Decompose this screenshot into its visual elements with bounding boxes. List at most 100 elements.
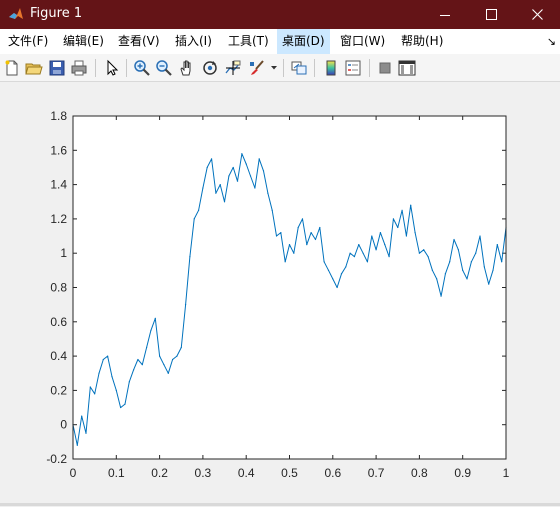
figure-toolbar xyxy=(0,54,560,82)
data-point xyxy=(284,261,286,263)
data-point xyxy=(431,269,433,271)
data-point xyxy=(202,187,204,189)
minimize-button[interactable] xyxy=(422,0,468,29)
menu-tools[interactable]: 工具(T) xyxy=(228,34,269,48)
data-point xyxy=(366,261,369,263)
insert-colorbar-icon[interactable] xyxy=(322,59,340,77)
rotate-3d-icon[interactable] xyxy=(201,59,219,77)
data-point xyxy=(297,226,299,229)
y-tick-label: 0.4 xyxy=(50,349,67,363)
minimize-icon xyxy=(440,14,450,16)
y-tick-label: 1.8 xyxy=(50,109,67,123)
menu-help[interactable]: 帮助(H) xyxy=(401,34,444,48)
data-point xyxy=(210,158,213,160)
close-button[interactable] xyxy=(514,0,560,29)
y-tick-label: 1.4 xyxy=(50,178,67,192)
data-point xyxy=(496,244,498,246)
data-cursor-icon[interactable] xyxy=(224,59,242,77)
print-icon[interactable] xyxy=(70,59,88,77)
data-point xyxy=(358,244,360,246)
edit-plot-arrow-icon[interactable] xyxy=(103,59,121,77)
data-point xyxy=(193,218,195,220)
x-tick-label: 0.9 xyxy=(454,466,471,480)
x-tick-label: 0.5 xyxy=(281,466,298,480)
menu-file[interactable]: 文件(F) xyxy=(8,34,49,48)
data-point xyxy=(362,252,364,254)
x-tick-label: 0.7 xyxy=(368,466,385,480)
data-point xyxy=(293,252,295,254)
pan-hand-icon[interactable] xyxy=(178,59,196,77)
link-plot-icon[interactable] xyxy=(290,59,308,77)
data-point xyxy=(483,266,485,268)
data-point xyxy=(501,261,503,263)
data-point xyxy=(124,403,126,405)
data-point xyxy=(319,226,321,229)
menu-edit[interactable]: 编辑(E) xyxy=(63,34,104,48)
data-point xyxy=(223,201,226,203)
data-point xyxy=(146,346,148,349)
data-point xyxy=(397,226,399,229)
chevron-down-icon[interactable] xyxy=(270,65,278,71)
data-point xyxy=(262,170,265,172)
data-point xyxy=(197,209,200,211)
data-point xyxy=(345,266,347,268)
data-point xyxy=(271,209,273,211)
data-point xyxy=(410,204,412,206)
maximize-button[interactable] xyxy=(468,0,514,29)
data-point xyxy=(353,256,356,258)
data-point xyxy=(245,163,247,165)
data-point xyxy=(219,184,221,186)
data-point xyxy=(232,166,234,169)
window-title: Figure 1 xyxy=(30,6,83,21)
menu-bar: 文件(F) 编辑(E) 查看(V) 插入(I) 工具(T) 桌面(D) 窗口(W… xyxy=(0,29,560,54)
x-tick-label: 0.3 xyxy=(195,466,212,480)
data-point xyxy=(401,209,403,211)
data-point xyxy=(115,389,117,391)
data-point xyxy=(249,175,252,177)
hide-plot-tools-icon[interactable] xyxy=(376,59,394,77)
x-tick-label: 0.1 xyxy=(108,466,125,480)
show-plot-tools-icon[interactable] xyxy=(398,59,416,77)
menu-desktop[interactable]: 桌面(D) xyxy=(277,29,330,54)
line-chart: -0.200.20.40.60.811.21.41.61.80 0.1 0.2 0.3… xyxy=(46,109,509,480)
data-point xyxy=(418,252,420,254)
menu-view[interactable]: 查看(V) xyxy=(118,34,160,48)
save-icon[interactable] xyxy=(48,59,66,77)
data-point xyxy=(340,273,343,275)
data-point xyxy=(405,235,408,237)
data-point xyxy=(258,158,260,160)
data-point xyxy=(120,406,122,409)
data-point xyxy=(436,278,438,280)
data-point xyxy=(236,180,239,182)
data-point xyxy=(336,286,338,289)
data-point xyxy=(414,232,416,234)
data-point xyxy=(137,358,139,361)
zoom-out-icon[interactable] xyxy=(155,59,173,77)
open-file-icon[interactable] xyxy=(25,59,43,77)
x-tick-label: 0 xyxy=(70,466,77,480)
menu-window[interactable]: 窗口(W) xyxy=(340,34,386,48)
data-point xyxy=(102,358,104,361)
menu-insert[interactable]: 插入(I) xyxy=(175,34,212,48)
plot-area[interactable] xyxy=(73,116,506,459)
new-figure-icon[interactable] xyxy=(3,59,21,77)
data-point xyxy=(470,261,472,263)
data-point xyxy=(128,381,130,383)
zoom-in-icon[interactable] xyxy=(133,59,151,77)
data-point xyxy=(280,232,282,234)
data-point xyxy=(388,256,390,258)
y-tick-label: 0 xyxy=(60,418,67,432)
data-point xyxy=(371,235,373,237)
data-point xyxy=(141,364,143,366)
y-tick-label: 0.8 xyxy=(50,281,67,295)
data-point xyxy=(440,295,442,297)
data-point xyxy=(180,346,182,349)
dock-figure-icon[interactable]: ↘ xyxy=(546,35,556,48)
insert-legend-icon[interactable] xyxy=(344,59,362,77)
brush-icon[interactable] xyxy=(248,59,266,77)
axes-box xyxy=(72,115,507,460)
maximize-icon xyxy=(485,9,497,20)
data-point xyxy=(76,444,78,446)
y-tick-label: 1.2 xyxy=(50,212,67,226)
y-tick-label: 1 xyxy=(60,246,67,260)
